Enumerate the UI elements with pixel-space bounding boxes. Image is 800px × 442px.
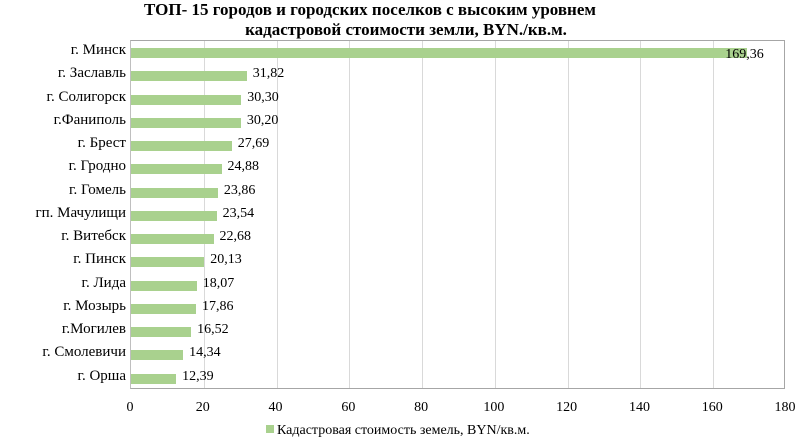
plot-area: 169,36 31,82 30,30 30,20 27,69 24,88 23,86 23,5… xyxy=(130,40,785,389)
gridline xyxy=(640,41,642,388)
bar[interactable] xyxy=(131,48,748,58)
x-tick-label: 0 xyxy=(126,400,134,415)
x-tick-label: 40 xyxy=(268,400,283,415)
bar[interactable] xyxy=(131,327,192,338)
category-label: г. Мозырь xyxy=(63,297,126,314)
data-label: 17,86 xyxy=(201,298,234,314)
x-tick-label: 60 xyxy=(341,400,356,415)
category-label: г. Заславль xyxy=(57,65,126,82)
gridline xyxy=(567,41,569,388)
bar-row: 18,07 xyxy=(131,274,786,297)
category-label: г. Брест xyxy=(77,135,126,152)
data-label: 18,07 xyxy=(202,275,235,291)
data-label: 23,86 xyxy=(223,182,256,198)
data-label: 23,54 xyxy=(222,205,255,221)
legend-label: Кадастровая стоимость земель, BYN/кв.м. xyxy=(277,423,530,438)
category-label: г. Витебск xyxy=(61,228,126,245)
bar-row: 12,39 xyxy=(131,367,786,390)
x-tick-label: 160 xyxy=(701,400,723,415)
x-tick-label: 20 xyxy=(195,400,210,415)
bar-row: 17,86 xyxy=(131,297,786,320)
bar[interactable] xyxy=(131,117,241,128)
bar-row: 24,88 xyxy=(131,157,786,180)
legend: Кадастровая стоимость земель, BYN/кв.м. xyxy=(266,423,530,439)
gridline xyxy=(422,41,424,388)
chart-title-line-2: кадастровой стоимости земли, BYN./кв.м. xyxy=(245,20,567,39)
bar-row: 27,69 xyxy=(131,134,786,157)
category-label: г. Гродно xyxy=(68,158,126,175)
bar[interactable] xyxy=(131,280,197,291)
bar[interactable] xyxy=(131,94,242,105)
gridline xyxy=(349,41,351,388)
data-label: 12,39 xyxy=(182,368,214,384)
bar[interactable] xyxy=(131,303,196,314)
x-tick-label: 80 xyxy=(414,400,429,415)
bar-row: 16,52 xyxy=(131,320,786,343)
data-label: 16,52 xyxy=(197,322,229,338)
legend-swatch xyxy=(266,425,274,433)
data-label: 24,88 xyxy=(227,159,260,175)
category-label: г. Пинск xyxy=(73,251,126,268)
category-label: г. Солигорск xyxy=(46,88,126,105)
category-label: г. Орша xyxy=(77,367,126,384)
data-label: 20,13 xyxy=(210,252,242,268)
bar[interactable] xyxy=(131,350,184,361)
bar[interactable] xyxy=(131,257,205,268)
bar[interactable] xyxy=(131,141,232,152)
data-label: 30,30 xyxy=(247,89,279,105)
bar[interactable] xyxy=(131,164,222,175)
chart-title: ТОП- 15 городов и городских поселков с в… xyxy=(0,0,800,40)
data-label: 22,68 xyxy=(219,229,252,245)
data-label: 14,34 xyxy=(189,345,221,361)
bar[interactable] xyxy=(131,234,214,245)
bar-row: 23,54 xyxy=(131,204,786,227)
bar-row: 30,30 xyxy=(131,88,786,111)
data-label: 27,69 xyxy=(237,136,270,152)
data-label: 31,82 xyxy=(252,66,285,82)
category-label: г.Фаниполь xyxy=(53,111,126,128)
gridline xyxy=(494,41,496,388)
bar-row: 23,86 xyxy=(131,181,786,204)
bar-row: 14,34 xyxy=(131,343,786,366)
bar[interactable] xyxy=(131,71,247,82)
x-tick-label: 100 xyxy=(483,400,505,415)
data-label: 30,20 xyxy=(246,112,279,128)
bar[interactable] xyxy=(131,210,217,221)
category-label: г. Лида xyxy=(81,274,126,291)
bar[interactable] xyxy=(131,187,218,198)
data-label: 169,36 xyxy=(725,47,764,62)
gridline xyxy=(276,41,278,388)
bar-row: 31,82 xyxy=(131,64,786,87)
chart-title-line-1: ТОП- 15 городов и городских поселков с в… xyxy=(144,0,596,19)
bar-row: 30,20 xyxy=(131,111,786,134)
gridline xyxy=(713,41,715,388)
category-label: гп. Мачулищи xyxy=(35,204,126,221)
category-label: г. Гомель xyxy=(68,181,126,198)
bar-row: 22,68 xyxy=(131,227,786,250)
category-label: г. Смолевичи xyxy=(42,344,126,361)
x-tick-label: 120 xyxy=(556,400,578,415)
x-tick-label: 180 xyxy=(774,400,796,415)
category-label: г.Могилев xyxy=(61,321,126,338)
x-tick-label: 140 xyxy=(628,400,650,415)
bar[interactable] xyxy=(131,373,177,384)
category-label: г. Минск xyxy=(70,42,126,58)
bar-row: 169,36 xyxy=(131,41,786,64)
bar-row: 20,13 xyxy=(131,250,786,273)
